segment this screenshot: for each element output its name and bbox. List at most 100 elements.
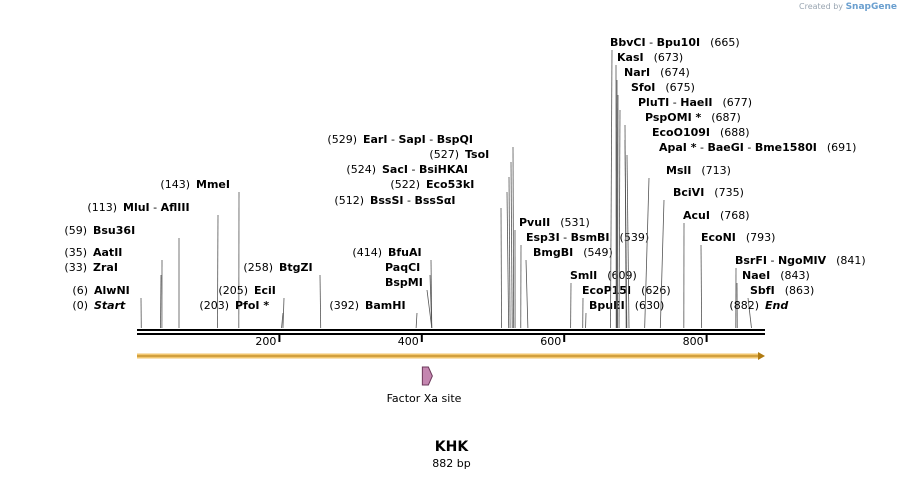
enzyme-name[interactable]: ApaI *: [659, 141, 697, 154]
site-leader-line: [508, 176, 511, 329]
enzyme-name[interactable]: NaeI: [742, 269, 770, 282]
enzyme-name[interactable]: BciVI: [673, 186, 704, 199]
site-label: PaqCI: [385, 261, 420, 274]
enzyme-name[interactable]: AatII: [93, 246, 122, 259]
site-label: KasI (673): [617, 51, 683, 64]
enzyme-name[interactable]: BsmBI: [571, 231, 610, 244]
site-leader-line: [700, 244, 703, 329]
enzyme-name[interactable]: Bme1580I: [755, 141, 817, 154]
enzyme-name[interactable]: SmlI: [570, 269, 597, 282]
site-position: (527): [429, 148, 459, 161]
site-position: (688): [720, 126, 750, 139]
site-label: BspMI: [385, 276, 423, 289]
enzyme-name[interactable]: ZraI: [93, 261, 118, 274]
enzyme-name[interactable]: BspQI: [437, 133, 473, 146]
enzyme-name[interactable]: BssSαI: [414, 194, 455, 207]
enzyme-name[interactable]: End: [765, 299, 788, 312]
site-position: (539): [620, 231, 650, 244]
enzyme-name[interactable]: EcoP15I: [582, 284, 631, 297]
feature-label: Factor Xa site: [387, 392, 462, 405]
site-label: BmgBI (549): [533, 246, 613, 259]
site-position: (113): [87, 201, 117, 214]
site-leader-line: [282, 297, 285, 329]
site-separator: -: [387, 133, 398, 146]
site-position: (863): [785, 284, 815, 297]
site-separator: -: [408, 163, 419, 176]
site-position: (529): [327, 133, 357, 146]
site-label: NaeI (843): [742, 269, 810, 282]
enzyme-name[interactable]: BsrFI: [735, 254, 767, 267]
site-position: (768): [720, 209, 750, 222]
enzyme-name[interactable]: BaeGI: [707, 141, 743, 154]
enzyme-name[interactable]: Esp3I: [526, 231, 560, 244]
site-position: (414): [352, 246, 382, 259]
enzyme-name[interactable]: SfoI: [631, 81, 655, 94]
enzyme-name[interactable]: BbvCI: [610, 36, 646, 49]
enzyme-name[interactable]: SbfI: [750, 284, 775, 297]
enzyme-name[interactable]: KasI: [617, 51, 644, 64]
enzyme-name[interactable]: BfuAI: [388, 246, 422, 259]
enzyme-name[interactable]: PvuII: [519, 216, 550, 229]
enzyme-name[interactable]: PluTI: [638, 96, 669, 109]
site-separator: -: [404, 194, 415, 207]
enzyme-name[interactable]: SacI: [382, 163, 408, 176]
axis-tick-label: 600: [540, 335, 561, 348]
enzyme-name[interactable]: Start: [94, 299, 126, 312]
site-separator: -: [426, 133, 437, 146]
enzyme-name[interactable]: PfoI *: [235, 299, 269, 312]
enzyme-name[interactable]: AflIII: [161, 201, 190, 214]
axis-tick-label: 400: [398, 335, 419, 348]
site-leader-line: [217, 214, 219, 329]
enzyme-name[interactable]: MmeI: [196, 178, 230, 191]
site-separator: -: [744, 141, 755, 154]
enzyme-name[interactable]: PaqCI: [385, 261, 420, 274]
enzyme-name[interactable]: EcoNI: [701, 231, 736, 244]
enzyme-name[interactable]: PspOMI *: [645, 111, 702, 124]
enzyme-name[interactable]: Bsu36I: [93, 224, 135, 237]
site-label: NarI (674): [624, 66, 690, 79]
site-label: BsrFI - NgoMIV (841): [735, 254, 866, 267]
site-leader-line: [430, 259, 433, 329]
enzyme-name[interactable]: Bpu10I: [657, 36, 701, 49]
enzyme-name[interactable]: BtgZI: [279, 261, 313, 274]
site-leader-line: [610, 49, 613, 329]
enzyme-name[interactable]: Eco53kI: [426, 178, 474, 191]
enzyme-name[interactable]: BsiHKAI: [419, 163, 468, 176]
site-label: Bsu36I: [93, 224, 135, 237]
site-label: MslI (713): [666, 164, 731, 177]
enzyme-name[interactable]: TsoI: [465, 148, 489, 161]
enzyme-name[interactable]: EcoO109I: [652, 126, 710, 139]
axis-tick-label: 200: [255, 335, 276, 348]
enzyme-name[interactable]: SapI: [398, 133, 425, 146]
enzyme-name[interactable]: EarI: [363, 133, 387, 146]
enzyme-name[interactable]: AlwNI: [94, 284, 130, 297]
enzyme-name[interactable]: BamHI: [365, 299, 406, 312]
enzyme-name[interactable]: BmgBI: [533, 246, 573, 259]
snapgene-watermark: Created by SnapGene: [799, 2, 897, 12]
watermark-prefix: Created by: [799, 2, 844, 11]
enzyme-name[interactable]: HaeII: [680, 96, 712, 109]
site-label: AlwNI: [94, 284, 130, 297]
enzyme-name[interactable]: BssSI: [370, 194, 404, 207]
enzyme-name[interactable]: NarI: [624, 66, 650, 79]
site-leader-line: [644, 177, 650, 329]
enzyme-name[interactable]: MslI: [666, 164, 691, 177]
site-position: (626): [641, 284, 671, 297]
enzyme-name[interactable]: MluI: [123, 201, 150, 214]
site-separator: -: [767, 254, 778, 267]
site-label: Eco53kI: [426, 178, 474, 191]
site-leader-line: [624, 139, 628, 329]
site-label: BbvCI - Bpu10I (665): [610, 36, 740, 49]
site-position: (524): [346, 163, 376, 176]
site-position: (205): [218, 284, 248, 297]
enzyme-name[interactable]: BspMI: [385, 276, 423, 289]
enzyme-name[interactable]: EciI: [254, 284, 276, 297]
enzyme-name[interactable]: NgoMIV: [778, 254, 827, 267]
site-position: (392): [329, 299, 359, 312]
enzyme-name[interactable]: AcuI: [683, 209, 710, 222]
site-position: (675): [665, 81, 695, 94]
site-position: (691): [827, 141, 857, 154]
site-position: (549): [583, 246, 613, 259]
sequence-name: KHK: [434, 439, 469, 455]
